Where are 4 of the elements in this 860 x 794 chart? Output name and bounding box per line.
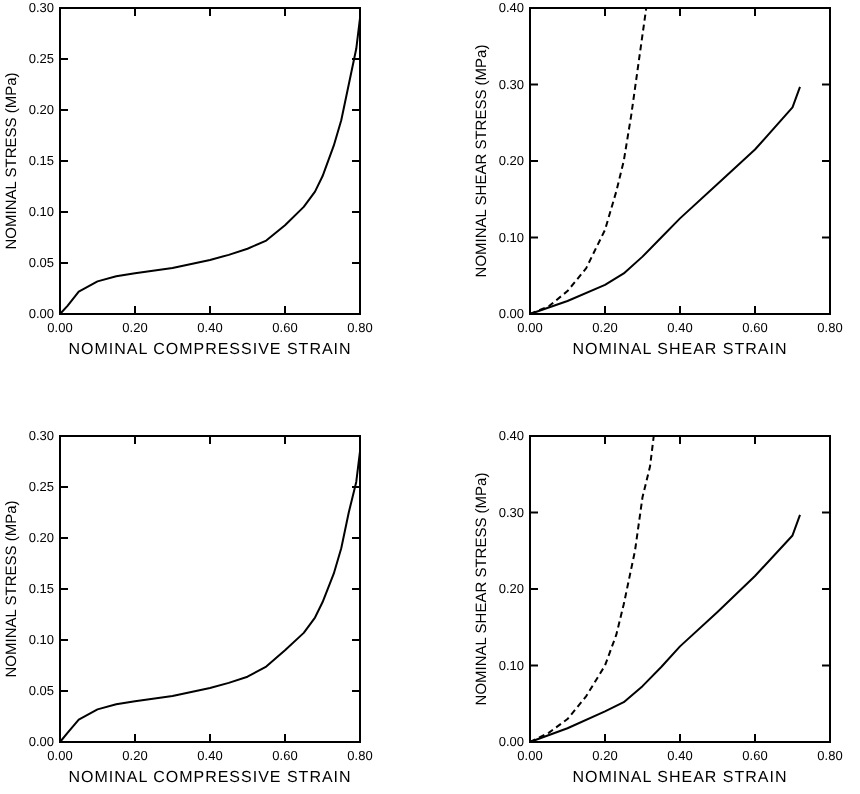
x-axis-title: NOMINAL COMPRESSIVE STRAIN xyxy=(68,340,352,358)
x-axis-title: NOMINAL SHEAR STRAIN xyxy=(572,340,788,358)
x-axis-title: NOMINAL SHEAR STRAIN xyxy=(572,768,788,786)
x-axis-title: NOMINAL COMPRESSIVE STRAIN xyxy=(68,768,352,786)
